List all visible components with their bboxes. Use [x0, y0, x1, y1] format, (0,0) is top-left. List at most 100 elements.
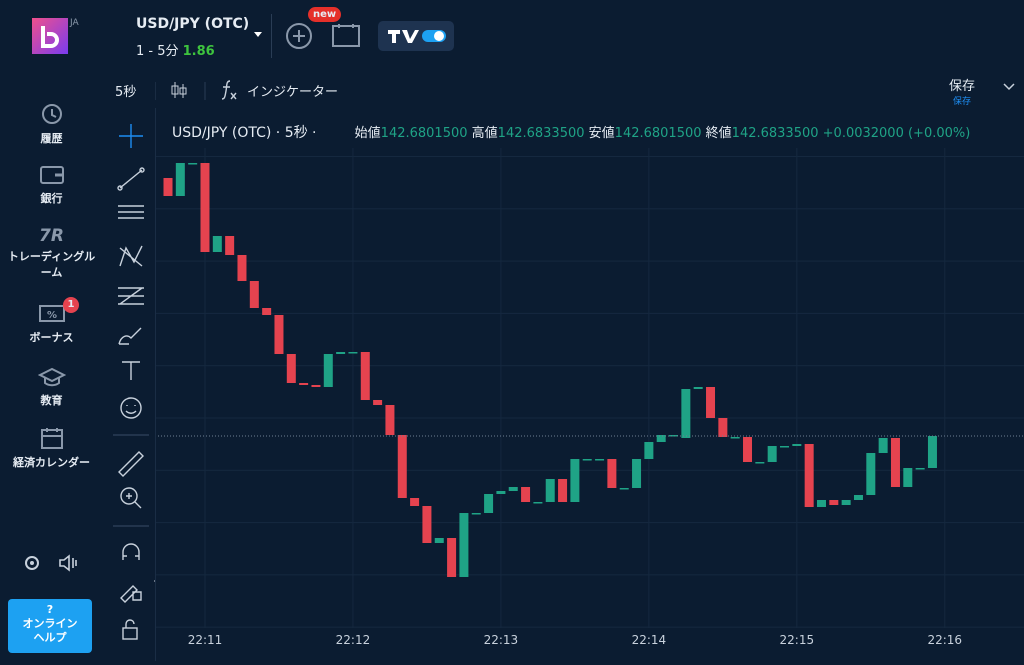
- chart-type[interactable]: [155, 78, 215, 102]
- help-icon: ?: [46, 603, 54, 616]
- tradingview-toggle[interactable]: [378, 21, 454, 51]
- lock[interactable]: [122, 619, 138, 640]
- candle-body: [915, 468, 925, 470]
- candle-body: [434, 538, 444, 543]
- trend-line[interactable]: [117, 167, 145, 191]
- candle-body: [718, 418, 728, 437]
- candle-body: [816, 500, 826, 507]
- candle-body: [410, 498, 420, 506]
- bonus[interactable]: % ボーナス: [0, 303, 103, 345]
- label: 安値: [588, 126, 615, 141]
- indicators[interactable]: インジケーター: [247, 85, 339, 100]
- brush[interactable]: [118, 327, 142, 345]
- collapse[interactable]: [154, 578, 156, 584]
- icon: [41, 104, 62, 124]
- candle-body: [804, 444, 814, 507]
- lock-drawing[interactable]: [120, 585, 142, 603]
- candle-body: [459, 513, 469, 577]
- magnet[interactable]: [122, 543, 140, 560]
- icon: 7R: [39, 226, 64, 246]
- emoji[interactable]: [120, 397, 142, 419]
- trading-room[interactable]: 7R トレーディングルーム: [0, 226, 103, 280]
- candle-body: [360, 352, 370, 400]
- change: +0.0032000 (+0.00%): [822, 126, 971, 141]
- candle-body: [336, 352, 346, 354]
- x-tick-label: 22:12: [336, 633, 371, 647]
- candle-body: [163, 178, 173, 196]
- add-chart[interactable]: [285, 22, 313, 50]
- drawing-tools: [113, 108, 156, 661]
- save[interactable]: 保存 保存: [949, 75, 975, 107]
- chart: 22:11 22:12 22:13 22:14 22:15 22:16: [155, 148, 1024, 647]
- x-tick-label: 22:11: [188, 633, 223, 647]
- interval[interactable]: 5秒: [115, 85, 137, 100]
- bank[interactable]: 銀行: [0, 164, 103, 206]
- candle-body: [323, 354, 333, 387]
- candle-body: [890, 438, 900, 487]
- crosshair[interactable]: [119, 124, 143, 148]
- candle-body: [829, 500, 839, 505]
- candle-body: [558, 479, 568, 502]
- legend-title: USD/JPY (OTC) · 5秒 ·: [172, 125, 317, 141]
- bonus-badge: 1: [63, 297, 79, 313]
- asset-name[interactable]: USD/JPY (OTC): [136, 16, 250, 32]
- save-arrow[interactable]: [1003, 82, 1015, 92]
- logo[interactable]: [32, 18, 68, 54]
- svg-text:%: %: [46, 310, 56, 321]
- candle-body: [286, 354, 296, 383]
- candle-body: [533, 502, 543, 504]
- text-tool[interactable]: [122, 361, 140, 380]
- zoom[interactable]: [120, 487, 142, 509]
- divider: [271, 14, 272, 58]
- education[interactable]: 教育: [0, 366, 103, 408]
- pattern[interactable]: [119, 245, 143, 267]
- candle-body: [582, 459, 592, 461]
- payout: 1.86: [182, 44, 215, 59]
- candle-body: [669, 435, 679, 437]
- x-tick-label: 22:14: [632, 633, 667, 647]
- candle-body: [927, 436, 937, 468]
- candle-body: [249, 281, 259, 308]
- chart-pane: 22:11 22:12 22:13 22:14 22:15 22:16: [155, 108, 1024, 661]
- online-help[interactable]: ? オンラインヘルプ: [8, 599, 92, 653]
- candle-body: [681, 389, 691, 438]
- candle-body: [607, 459, 617, 488]
- candle-body: [792, 444, 802, 446]
- fib[interactable]: [118, 287, 144, 305]
- candle-body: [274, 315, 284, 354]
- sidebar: JA 履歴 銀行 7R トレーディングルーム % ボーナス 1 教育 経済カレンダー…: [0, 0, 103, 661]
- candle-body: [225, 236, 235, 255]
- save-sub: 保存: [953, 97, 972, 107]
- icon: %: [38, 305, 65, 322]
- ruler[interactable]: [118, 451, 144, 477]
- icon: [39, 166, 64, 184]
- label: トレーディングルーム: [7, 250, 96, 279]
- candle-body: [212, 236, 222, 252]
- candle-body: [188, 163, 198, 165]
- history[interactable]: 履歴: [0, 102, 103, 146]
- toolbar: 5秒 インジケーター 保存 保存: [103, 72, 1024, 108]
- candle-body: [730, 437, 740, 439]
- candle-body: [521, 487, 531, 502]
- candle-body: [595, 459, 605, 461]
- value: 142.6833500: [497, 126, 585, 141]
- candle-body: [841, 500, 851, 505]
- calendar[interactable]: 経済カレンダー: [0, 426, 103, 470]
- language[interactable]: JA: [70, 18, 79, 28]
- x-tick-label: 22:16: [927, 633, 962, 647]
- label: 始値: [354, 126, 381, 141]
- settings-sound[interactable]: [22, 552, 84, 574]
- label: 履歴: [40, 132, 63, 145]
- dropdown-arrow[interactable]: [253, 30, 263, 38]
- layout[interactable]: [331, 22, 361, 48]
- horizontal-lines[interactable]: [118, 205, 144, 219]
- icon: [40, 428, 63, 449]
- candle-body: [767, 446, 777, 462]
- candle-body: [619, 488, 629, 490]
- fx-icon[interactable]: [220, 78, 240, 102]
- label: オンラインヘルプ: [22, 617, 78, 644]
- label: 銀行: [40, 192, 63, 205]
- candle-body: [385, 405, 395, 435]
- candle-body: [262, 308, 272, 315]
